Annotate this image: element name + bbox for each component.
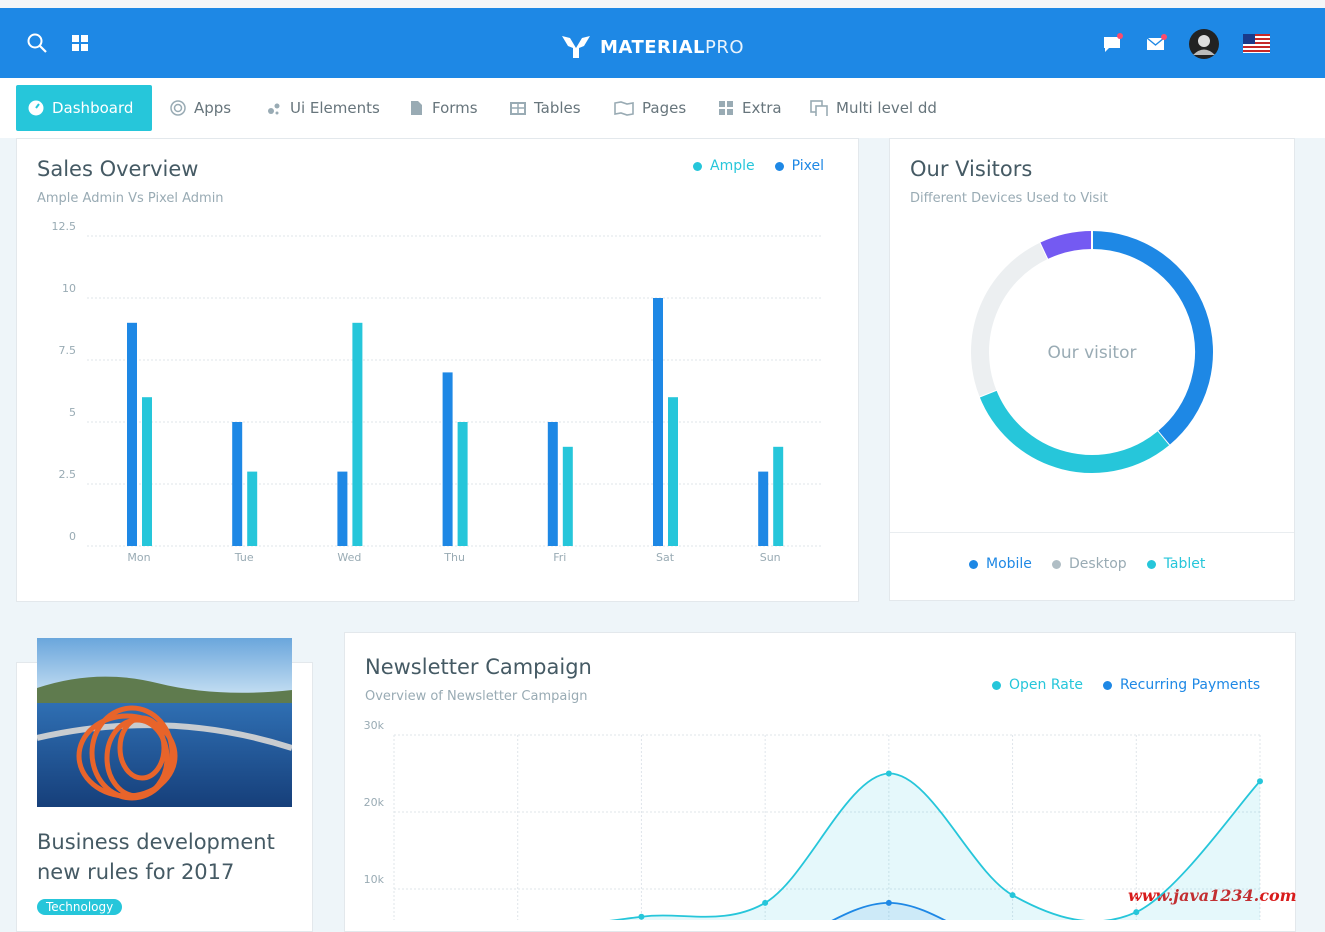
legend-item: Desktop — [1051, 556, 1127, 572]
legend-item: Recurring Payments — [1102, 677, 1261, 693]
grid-icon[interactable] — [72, 35, 88, 51]
legend-item: Pixel — [774, 158, 824, 174]
legend-dot — [774, 161, 784, 171]
logo-light: PRO — [704, 36, 745, 58]
legend-item: Ample — [693, 158, 755, 174]
nav-icon — [719, 101, 733, 115]
legend-label: Tablet — [1163, 556, 1206, 572]
nav-label: Apps — [194, 99, 232, 117]
nav-icon — [614, 101, 634, 116]
blog-image — [37, 638, 292, 807]
nav-item[interactable]: Extra — [706, 85, 794, 131]
nav-item[interactable]: Apps — [158, 85, 243, 131]
legend-label: Ample — [710, 158, 755, 174]
legend-dot — [1146, 559, 1156, 569]
nav-label: Ui Elements — [290, 99, 380, 117]
card-title: Newsletter Campaign — [365, 655, 592, 679]
legend-dot — [1051, 559, 1061, 569]
legend-label: Desktop — [1068, 556, 1127, 572]
legend-item: Mobile — [969, 556, 1032, 572]
card-subtitle: Overview of Newsletter Campaign — [365, 689, 588, 704]
nav-item[interactable]: Forms — [396, 85, 490, 131]
blog-title[interactable]: Business development new rules for 2017 — [37, 830, 275, 884]
legend-label: Open Rate — [1009, 677, 1083, 693]
message-icon[interactable] — [1103, 33, 1125, 53]
search-icon[interactable] — [26, 32, 48, 54]
legend-label: Pixel — [791, 158, 824, 174]
nav-item[interactable]: Tables — [498, 85, 593, 131]
legend-dot — [1102, 680, 1112, 690]
legend-dot — [992, 680, 1001, 690]
nav-item[interactable]: Ui Elements — [254, 85, 392, 131]
legend: Open Rate Recurring Payments — [992, 677, 1260, 693]
nav-icon — [28, 100, 44, 116]
avatar[interactable] — [1188, 28, 1220, 60]
nav-bar: Dashboard Apps Ui Elements Forms Tables … — [0, 78, 1325, 138]
logo-bold: MATERIAL — [600, 36, 705, 58]
legend-dot — [969, 559, 978, 569]
nav-label: Multi level dd — [836, 99, 937, 117]
legend: Ample Pixel — [693, 158, 824, 174]
card-subtitle: Different Devices Used to Visit — [910, 191, 1109, 206]
mail-icon[interactable] — [1146, 33, 1168, 53]
legend-label: Mobile — [986, 556, 1032, 572]
legend: Mobile Desktop Tablet — [969, 556, 1205, 572]
card-subtitle: Ample Admin Vs Pixel Admin — [37, 191, 224, 206]
visitors-card: Our Visitors Different Devices Used to V… — [889, 138, 1295, 601]
header: MATERIALPRO — [0, 8, 1325, 78]
nav-label: Dashboard — [52, 99, 134, 117]
us-flag[interactable] — [1243, 34, 1270, 53]
nav-label: Extra — [742, 99, 782, 117]
top-strip — [0, 0, 1325, 8]
nav-label: Tables — [534, 99, 581, 117]
legend-dot — [693, 161, 702, 171]
divider — [890, 532, 1294, 533]
nav-item[interactable]: Dashboard — [16, 85, 152, 131]
blog-tag[interactable]: Technology — [37, 899, 123, 915]
legend-label: Recurring Payments — [1119, 677, 1261, 693]
legend-item: Tablet — [1146, 556, 1206, 572]
sales-card: Sales Overview Ample Admin Vs Pixel Admi… — [16, 138, 859, 602]
nav-item[interactable]: Multi level dd — [798, 85, 949, 131]
nav-item[interactable]: Pages — [602, 85, 698, 131]
nav-icon — [810, 100, 828, 116]
logo[interactable]: MATERIALPRO — [560, 34, 744, 60]
nav-label: Forms — [432, 99, 478, 117]
logo-icon — [562, 36, 590, 58]
nav-icon — [411, 101, 422, 115]
nav-icon — [510, 102, 526, 115]
nav-icon — [170, 100, 186, 116]
legend-item: Open Rate — [992, 677, 1083, 693]
card-title: Our Visitors — [910, 157, 1033, 181]
nav-icon — [268, 103, 280, 115]
card-title: Sales Overview — [37, 157, 199, 181]
nav-label: Pages — [642, 99, 687, 117]
watermark: www.java1234.com — [1128, 886, 1297, 905]
